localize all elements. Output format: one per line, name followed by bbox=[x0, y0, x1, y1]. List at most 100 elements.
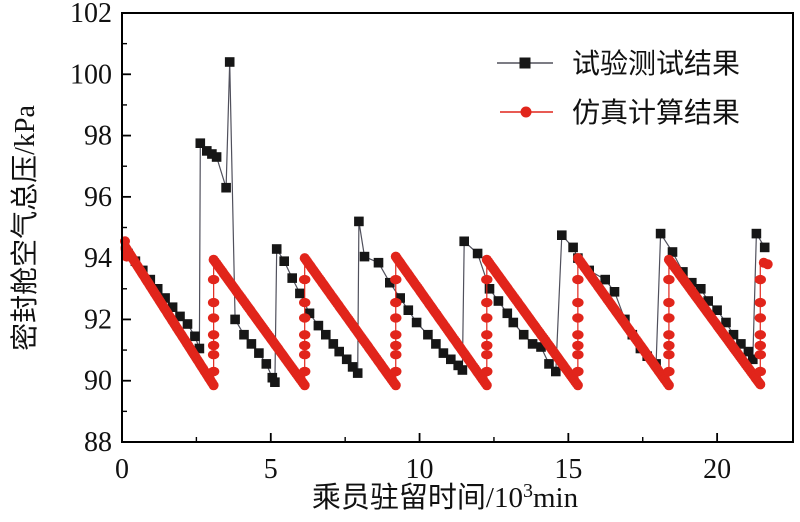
test-data-point bbox=[728, 329, 739, 340]
test-data-point bbox=[712, 305, 722, 315]
test-data-point bbox=[518, 329, 529, 340]
simulation-recovery-dot bbox=[754, 330, 766, 340]
series-simulation-results bbox=[120, 236, 773, 391]
simulation-recovery-dot bbox=[663, 313, 675, 323]
test-data-point bbox=[748, 354, 758, 365]
y-tick-label: 96 bbox=[84, 182, 112, 213]
test-data-point bbox=[195, 138, 206, 148]
test-data-point bbox=[536, 342, 546, 352]
test-data-point bbox=[254, 348, 264, 358]
test-data-point bbox=[600, 274, 610, 285]
y-tick-label: 90 bbox=[84, 366, 112, 397]
test-data-point bbox=[472, 248, 483, 259]
test-data-point bbox=[609, 287, 620, 297]
simulation-start-dot bbox=[120, 244, 131, 254]
simulation-recovery-dot bbox=[481, 350, 493, 360]
test-data-point bbox=[295, 288, 305, 299]
test-data-point bbox=[459, 236, 469, 247]
test-data-point bbox=[334, 346, 344, 357]
test-data-point bbox=[502, 308, 513, 319]
test-data-point bbox=[667, 247, 678, 257]
test-data-point bbox=[352, 368, 363, 378]
test-data-point bbox=[736, 339, 746, 349]
simulation-recovery-dot bbox=[207, 313, 220, 323]
test-data-point bbox=[743, 346, 754, 357]
simulation-start-dot bbox=[121, 251, 132, 262]
simulation-data-point bbox=[299, 380, 310, 391]
simulation-recovery-dot bbox=[390, 350, 402, 360]
y-axis-label: 密封舱空气总压/kPa bbox=[9, 105, 41, 351]
test-data-point bbox=[484, 284, 495, 294]
y-tick-label: 102 bbox=[70, 0, 112, 29]
simulation-recovery-dot bbox=[207, 297, 220, 308]
plot-area: 0 5 10 15 20 88 90 92 94 96 98 100 102 bbox=[70, 0, 794, 485]
test-data-point bbox=[411, 317, 422, 328]
y-tick-label: 94 bbox=[84, 243, 112, 274]
test-data-point bbox=[431, 339, 441, 349]
simulation-data-point bbox=[390, 380, 401, 391]
legend-label-simulation: 仿真计算结果 bbox=[572, 97, 740, 129]
x-tick-label: 0 bbox=[115, 454, 129, 485]
x-axis-label: 乘员驻留时间/103min bbox=[312, 480, 579, 514]
simulation-recovery-dot bbox=[207, 274, 220, 285]
test-data-point bbox=[321, 329, 331, 340]
test-data-point bbox=[239, 329, 249, 340]
simulation-data-point bbox=[481, 380, 492, 391]
test-data-point bbox=[167, 302, 178, 312]
test-data-point bbox=[568, 242, 578, 253]
simulation-recovery-dot bbox=[572, 274, 584, 285]
test-data-point bbox=[230, 314, 240, 325]
simulation-data-point bbox=[755, 379, 766, 390]
test-data-point bbox=[175, 311, 185, 322]
simulation-recovery-dot bbox=[207, 330, 220, 340]
simulation-recovery-dot bbox=[299, 350, 311, 360]
test-data-point bbox=[551, 366, 561, 377]
test-data-point bbox=[347, 362, 358, 372]
legend: 试验测试结果 仿真计算结果 bbox=[497, 48, 740, 129]
simulation-recovery-dot bbox=[390, 313, 402, 323]
legend-item-simulation: 仿真计算结果 bbox=[500, 97, 740, 129]
simulation-recovery-dot bbox=[207, 366, 220, 377]
plot-frame bbox=[121, 12, 794, 443]
simulation-recovery-dot bbox=[390, 330, 402, 340]
simulation-recovery-dot bbox=[390, 274, 402, 285]
y-tick-label: 88 bbox=[84, 427, 112, 458]
test-data-point bbox=[328, 339, 339, 349]
simulation-recovery-dot bbox=[754, 340, 766, 351]
legend-item-test: 试验测试结果 bbox=[497, 48, 740, 80]
test-data-point bbox=[696, 284, 706, 294]
simulation-recovery-dot bbox=[299, 313, 311, 323]
x-tick-label: 5 bbox=[264, 454, 278, 485]
simulation-recovery-dot bbox=[572, 313, 584, 323]
simulation-recovery-dot bbox=[572, 297, 584, 308]
test-data-point bbox=[457, 365, 468, 375]
test-data-point bbox=[403, 305, 414, 315]
simulation-recovery-dot bbox=[663, 330, 675, 340]
simulation-recovery-dot bbox=[754, 313, 766, 323]
test-data-point bbox=[304, 308, 315, 319]
simulation-data-point bbox=[663, 380, 674, 391]
simulation-recovery-dot bbox=[299, 297, 311, 308]
legend-circle-marker bbox=[520, 106, 532, 118]
test-data-point bbox=[341, 354, 352, 365]
simulation-recovery-dot bbox=[207, 350, 220, 360]
simulation-recovery-dot bbox=[390, 297, 402, 308]
test-data-point bbox=[655, 228, 666, 239]
test-data-point bbox=[508, 317, 519, 328]
simulation-recovery-dot bbox=[481, 340, 493, 351]
simulation-recovery-dot bbox=[481, 366, 493, 377]
test-data-point bbox=[359, 251, 370, 262]
test-data-point bbox=[354, 216, 364, 227]
simulation-recovery-dot bbox=[299, 366, 311, 377]
simulation-recovery-dot bbox=[481, 313, 493, 323]
test-data-point bbox=[221, 182, 231, 193]
x-tick-label: 20 bbox=[703, 454, 731, 485]
simulation-recovery-dot bbox=[572, 330, 584, 340]
simulation-recovery-dot bbox=[299, 330, 311, 340]
test-data-point bbox=[423, 329, 433, 340]
test-data-point bbox=[527, 339, 538, 349]
legend-label-test: 试验测试结果 bbox=[572, 48, 740, 80]
test-data-point bbox=[395, 293, 405, 303]
simulation-recovery-dot bbox=[663, 366, 675, 377]
